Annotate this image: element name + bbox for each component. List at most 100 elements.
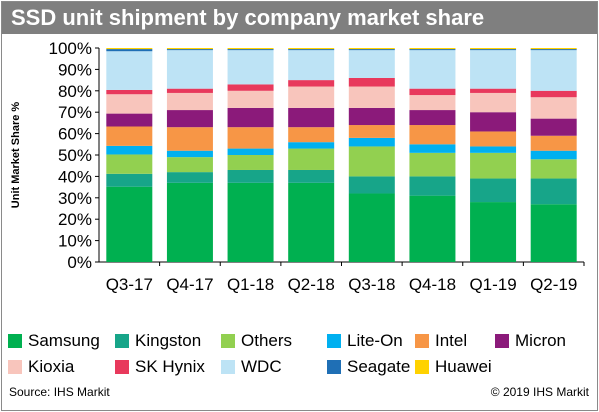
bar-segment-samsung (288, 182, 335, 262)
legend-item: Micron (495, 331, 567, 350)
bar-segment-kingston (348, 176, 395, 194)
y-tick-label: 50% (58, 146, 92, 165)
legend-item: Lite-On (327, 331, 403, 350)
legend-label: Huawei (435, 357, 492, 376)
legend-label: Seagate (347, 357, 411, 376)
x-tick-label: Q2-18 (288, 275, 335, 294)
legend-label: Kingston (135, 331, 202, 350)
bar-segment-kioxia (409, 95, 456, 111)
legend-swatch (327, 334, 341, 348)
bar-segment-intel (409, 125, 456, 145)
bar-segment-lite-on (166, 150, 213, 158)
bar-segment-kioxia (166, 92, 213, 111)
bar-segment-samsung (106, 186, 153, 262)
bar-segment-others (227, 155, 274, 170)
y-axis-title: Unit Market Share % (10, 102, 22, 209)
bar-segment-intel (227, 127, 274, 149)
x-tick-label: Q3-18 (348, 275, 395, 294)
y-tick-label: 80% (58, 82, 92, 101)
legend-label: Lite-On (347, 331, 403, 350)
bar-segment-micron (409, 110, 456, 126)
bar-segment-intel (530, 135, 577, 151)
bar-segment-kingston (288, 169, 335, 183)
legend-label: Micron (515, 331, 567, 350)
chart-title: SSD unit shipment by company market shar… (11, 5, 485, 30)
x-tick-label: Q4-18 (409, 275, 456, 294)
bar-segment-micron (106, 113, 153, 127)
bar-segment-huawei (530, 48, 577, 50)
bar-segment-micron (470, 112, 517, 132)
bar-segment-others (106, 154, 153, 174)
bar-segment-samsung (470, 202, 517, 262)
bar-segment-wdc (348, 50, 395, 78)
bar-segment-kingston (106, 173, 153, 187)
legend-item: Others (221, 331, 293, 350)
bar-segment-wdc (470, 50, 517, 89)
legend-swatch (495, 334, 509, 348)
legend-swatch (8, 360, 22, 374)
y-tick-label: 70% (58, 103, 92, 122)
bar-segment-huawei (409, 48, 456, 50)
bar-segment-sk-hynix (288, 80, 335, 87)
x-tick-label: Q1-19 (469, 275, 516, 294)
legend-label: SK Hynix (135, 357, 205, 376)
bar-segment-kioxia (470, 92, 517, 113)
bar-segment-kioxia (348, 86, 395, 108)
bar-segment-micron (288, 107, 335, 128)
legend-swatch (115, 334, 129, 348)
legend-swatch (221, 334, 235, 348)
y-tick-label: 0% (67, 253, 92, 272)
legend-swatch (415, 360, 429, 374)
bar-segment-others (348, 146, 395, 177)
bar-segment-huawei (106, 48, 153, 50)
legend-item: WDC (221, 357, 282, 376)
bar-segment-sk-hynix (470, 88, 517, 93)
bar-segment-sk-hynix (530, 90, 577, 98)
y-tick-label: 10% (58, 232, 92, 251)
legend-label: Others (241, 331, 293, 350)
bar-segment-lite-on (288, 142, 335, 149)
bar-segment-lite-on (348, 137, 395, 147)
bar-segment-seagate (106, 49, 153, 52)
source-note: Source: IHS Markit (9, 385, 110, 399)
legend-label: Kioxia (28, 357, 75, 376)
bar-segment-intel (470, 131, 517, 147)
bar-segment-seagate (530, 49, 577, 51)
bar-segment-micron (227, 107, 274, 128)
bar-segment-others (470, 152, 517, 179)
bar-segment-sk-hynix (409, 88, 456, 96)
bar-segment-samsung (530, 204, 577, 262)
bar-segment-others (288, 148, 335, 170)
y-tick-label: 100% (49, 39, 92, 58)
bar-segment-lite-on (530, 150, 577, 160)
bar-segment-seagate (227, 49, 274, 51)
bar-segment-sk-hynix (348, 77, 395, 87)
legend-item: SK Hynix (115, 357, 205, 376)
bar-segment-wdc (227, 50, 274, 85)
legend-swatch (221, 360, 235, 374)
bar-segment-lite-on (106, 145, 153, 155)
bar-segment-samsung (409, 195, 456, 262)
legend-swatch (115, 360, 129, 374)
bar-segment-huawei (227, 48, 274, 50)
bar-segment-seagate (288, 49, 335, 51)
title-bar: SSD unit shipment by company market shar… (2, 2, 597, 34)
bar-segment-kioxia (530, 97, 577, 119)
bar-segment-wdc (530, 50, 577, 91)
bar-segment-kingston (166, 172, 213, 183)
bar-segment-seagate (470, 49, 517, 51)
bar-segment-wdc (166, 50, 213, 89)
bar-segment-samsung (227, 182, 274, 262)
bar-segment-huawei (348, 48, 395, 50)
y-tick-label: 60% (58, 125, 92, 144)
legend-swatch (415, 334, 429, 348)
bar-segment-kingston (409, 176, 456, 196)
legend-item: Samsung (8, 331, 100, 350)
bar-segment-micron (530, 118, 577, 136)
legend-item: Huawei (415, 357, 492, 376)
y-tick-label: 30% (58, 189, 92, 208)
bar-segment-wdc (106, 51, 153, 90)
bar-segment-samsung (348, 193, 395, 262)
